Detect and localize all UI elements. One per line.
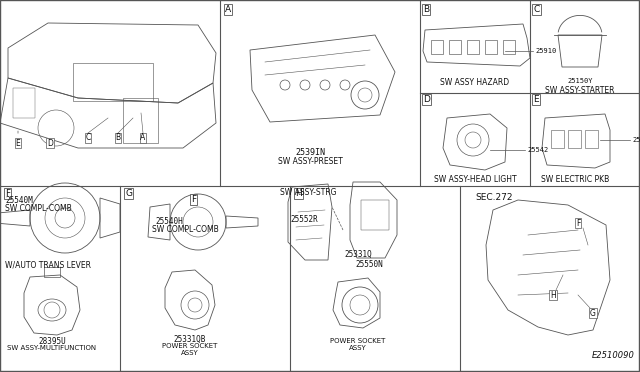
Text: 25552R: 25552R <box>290 215 317 224</box>
Bar <box>551 130 564 148</box>
Bar <box>361 200 389 230</box>
Text: D: D <box>47 138 53 148</box>
Bar <box>44 267 60 277</box>
Text: SW ASSY-MULTIFUNCTION: SW ASSY-MULTIFUNCTION <box>8 345 97 351</box>
Bar <box>13 88 35 118</box>
Text: B: B <box>115 134 120 142</box>
Bar <box>485 40 497 54</box>
Text: F: F <box>5 189 10 198</box>
Text: SEC.272: SEC.272 <box>475 193 513 202</box>
Text: POWER SOCKET: POWER SOCKET <box>163 343 218 349</box>
Text: 2539IN: 2539IN <box>295 148 325 157</box>
Text: G: G <box>125 189 132 198</box>
Bar <box>503 40 515 54</box>
Text: 25910: 25910 <box>535 48 556 54</box>
Bar <box>585 130 598 148</box>
Text: ASSY: ASSY <box>181 350 199 356</box>
Text: D: D <box>423 95 430 104</box>
Text: SW COMPL-COMB: SW COMPL-COMB <box>152 225 219 234</box>
Text: E: E <box>15 138 20 148</box>
Text: C: C <box>533 5 540 14</box>
Text: 25550N: 25550N <box>355 260 383 269</box>
Text: 25542: 25542 <box>527 147 548 153</box>
Bar <box>467 40 479 54</box>
Text: SW COMPL-COMB: SW COMPL-COMB <box>5 204 72 213</box>
Text: H: H <box>550 291 556 299</box>
Text: POWER SOCKET: POWER SOCKET <box>330 338 386 344</box>
Text: ASSY: ASSY <box>349 345 367 351</box>
Text: C: C <box>85 134 91 142</box>
Bar <box>73 63 153 101</box>
Text: E2510090: E2510090 <box>592 351 635 360</box>
Text: 25175: 25175 <box>632 137 640 143</box>
Text: SW ASSY-STARTER: SW ASSY-STARTER <box>545 86 615 95</box>
Bar <box>431 40 443 54</box>
Bar <box>449 40 461 54</box>
Text: 25540H: 25540H <box>155 217 183 226</box>
Bar <box>568 130 581 148</box>
Text: W/AUTO TRANS LEVER: W/AUTO TRANS LEVER <box>5 260 91 269</box>
Text: 25331Q: 25331Q <box>344 250 372 259</box>
Text: 25540M: 25540M <box>5 196 33 205</box>
Text: E: E <box>533 95 539 104</box>
Text: 25331QB: 25331QB <box>174 335 206 344</box>
Text: A: A <box>140 134 146 142</box>
Text: SW ASSY-HEAD LIGHT: SW ASSY-HEAD LIGHT <box>434 175 516 184</box>
Text: F: F <box>191 195 196 204</box>
Text: SW ASSY-PRESET: SW ASSY-PRESET <box>278 157 342 166</box>
Text: SW ASSY-STRG: SW ASSY-STRG <box>280 188 337 197</box>
Text: SW ASSY HAZARD: SW ASSY HAZARD <box>440 78 509 87</box>
Text: A: A <box>225 5 231 14</box>
Text: H: H <box>295 189 301 198</box>
Text: B: B <box>423 5 429 14</box>
Text: 25150Y: 25150Y <box>567 78 593 84</box>
Text: F: F <box>576 218 580 228</box>
Text: G: G <box>590 308 596 317</box>
Text: 28395U: 28395U <box>38 337 66 346</box>
Text: SW ELECTRIC PKB: SW ELECTRIC PKB <box>541 175 609 184</box>
